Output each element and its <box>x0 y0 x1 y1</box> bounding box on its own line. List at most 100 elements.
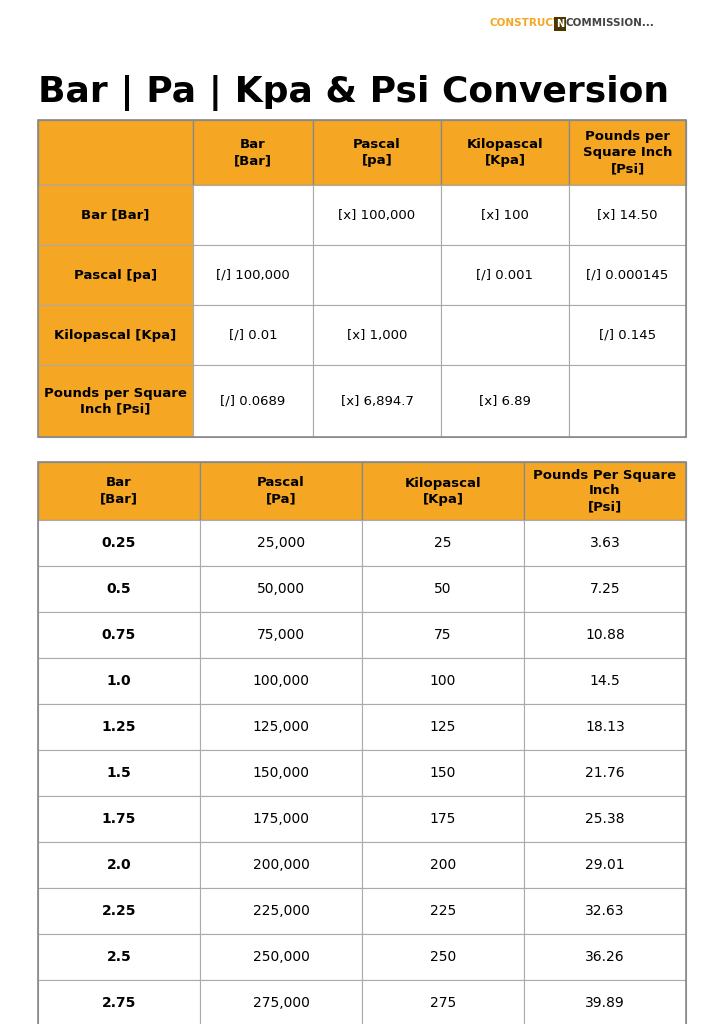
Text: 1.5: 1.5 <box>106 766 131 780</box>
Bar <box>200 980 362 1024</box>
Text: [/] 100,000: [/] 100,000 <box>216 268 290 282</box>
Bar <box>38 796 200 842</box>
Bar <box>200 520 362 566</box>
Text: 200,000: 200,000 <box>253 858 309 872</box>
Text: 29.01: 29.01 <box>585 858 625 872</box>
Bar <box>362 796 524 842</box>
Text: 100,000: 100,000 <box>253 674 309 688</box>
Bar <box>441 245 569 305</box>
Bar <box>362 658 524 705</box>
Bar <box>441 185 569 245</box>
Text: [x] 6.89: [x] 6.89 <box>479 394 531 408</box>
Text: [x] 6,894.7: [x] 6,894.7 <box>340 394 413 408</box>
Bar <box>200 705 362 750</box>
Bar <box>200 462 362 520</box>
Bar <box>193 245 313 305</box>
Bar <box>524 658 686 705</box>
Bar <box>193 365 313 437</box>
Bar <box>38 934 200 980</box>
Bar <box>524 520 686 566</box>
Text: 25.38: 25.38 <box>585 812 625 826</box>
Bar <box>313 365 441 437</box>
Text: 75: 75 <box>434 628 452 642</box>
Bar <box>362 462 524 520</box>
Bar <box>38 462 200 520</box>
Bar <box>362 705 524 750</box>
Text: 0.5: 0.5 <box>106 582 131 596</box>
Text: 7.25: 7.25 <box>589 582 620 596</box>
Bar <box>362 842 524 888</box>
Bar <box>362 888 524 934</box>
Bar <box>200 842 362 888</box>
Text: 21.76: 21.76 <box>585 766 625 780</box>
Bar <box>313 305 441 365</box>
Text: 225: 225 <box>430 904 456 918</box>
Text: Pounds per Square
Inch [Psi]: Pounds per Square Inch [Psi] <box>44 386 187 416</box>
Bar <box>38 705 200 750</box>
Text: 50: 50 <box>434 582 452 596</box>
Text: [/] 0.001: [/] 0.001 <box>476 268 534 282</box>
Bar <box>200 566 362 612</box>
Text: 1.75: 1.75 <box>102 812 136 826</box>
Text: 25: 25 <box>434 536 452 550</box>
Bar <box>569 245 686 305</box>
Bar <box>38 842 200 888</box>
Bar <box>524 796 686 842</box>
Bar <box>569 185 686 245</box>
Text: [/] 0.145: [/] 0.145 <box>599 329 656 341</box>
Bar <box>193 185 313 245</box>
Bar <box>524 612 686 658</box>
Text: Bar [Bar]: Bar [Bar] <box>81 209 150 221</box>
Text: 150: 150 <box>430 766 456 780</box>
Text: 150,000: 150,000 <box>253 766 309 780</box>
Bar <box>524 705 686 750</box>
Bar <box>441 305 569 365</box>
Text: 32.63: 32.63 <box>585 904 625 918</box>
Bar <box>200 750 362 796</box>
Text: Bar
[Bar]: Bar [Bar] <box>100 476 138 506</box>
Text: CONSTRUCT: CONSTRUCT <box>490 18 561 28</box>
Bar <box>38 888 200 934</box>
Text: [x] 14.50: [x] 14.50 <box>597 209 657 221</box>
Text: 36.26: 36.26 <box>585 950 625 964</box>
Text: 3.63: 3.63 <box>589 536 620 550</box>
Text: 125,000: 125,000 <box>253 720 309 734</box>
Text: Pounds per
Square Inch
[Psi]: Pounds per Square Inch [Psi] <box>583 130 672 175</box>
Text: 100: 100 <box>430 674 456 688</box>
Text: 0.25: 0.25 <box>102 536 136 550</box>
Text: 50,000: 50,000 <box>257 582 305 596</box>
Bar <box>38 520 200 566</box>
Text: Kilopascal
[Kpa]: Kilopascal [Kpa] <box>467 138 543 167</box>
Bar <box>200 888 362 934</box>
Bar <box>524 842 686 888</box>
Bar <box>524 750 686 796</box>
Text: 25,000: 25,000 <box>257 536 305 550</box>
Text: 1.0: 1.0 <box>106 674 131 688</box>
Bar <box>38 120 193 185</box>
Bar <box>200 796 362 842</box>
Text: 175: 175 <box>430 812 456 826</box>
Bar <box>38 658 200 705</box>
Bar <box>441 120 569 185</box>
Text: [x] 100: [x] 100 <box>481 209 529 221</box>
Text: Kilopascal [Kpa]: Kilopascal [Kpa] <box>54 329 177 341</box>
Bar <box>38 185 193 245</box>
Text: 18.13: 18.13 <box>585 720 625 734</box>
Bar <box>362 980 524 1024</box>
Text: [/] 0.01: [/] 0.01 <box>229 329 277 341</box>
Bar <box>38 245 193 305</box>
Bar <box>524 462 686 520</box>
Text: 250,000: 250,000 <box>253 950 309 964</box>
Bar <box>524 934 686 980</box>
Bar <box>313 120 441 185</box>
Text: 275,000: 275,000 <box>253 996 309 1010</box>
Bar <box>38 365 193 437</box>
Bar <box>200 934 362 980</box>
Bar <box>569 305 686 365</box>
Text: 275: 275 <box>430 996 456 1010</box>
Bar <box>38 462 686 1024</box>
Bar <box>38 750 200 796</box>
Bar <box>524 980 686 1024</box>
Text: 225,000: 225,000 <box>253 904 309 918</box>
Text: Bar
[Bar]: Bar [Bar] <box>234 138 272 167</box>
